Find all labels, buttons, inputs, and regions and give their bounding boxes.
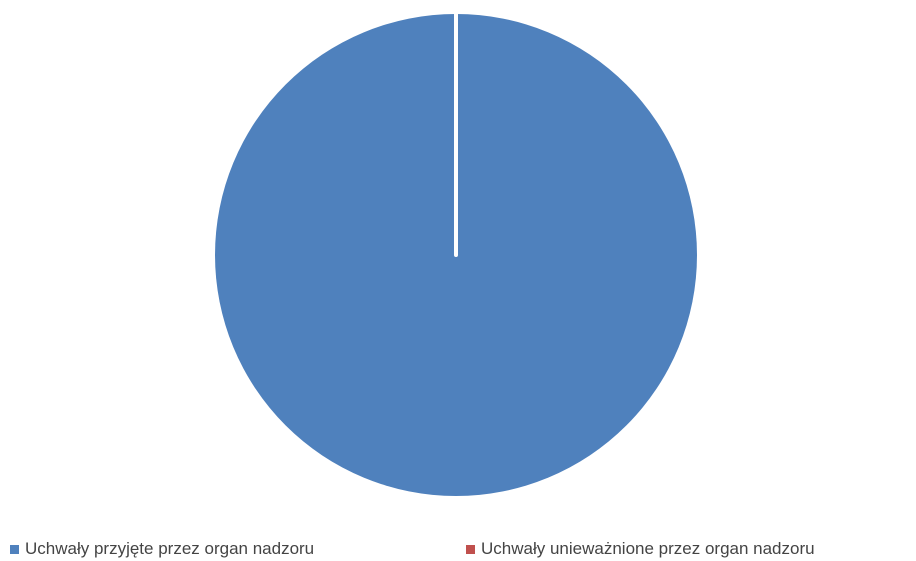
legend-item-annulled: Uchwały unieważnione przez organ nadzoru: [466, 538, 815, 560]
legend-swatch-accepted: [10, 545, 19, 554]
legend-label-accepted: Uchwały przyjęte przez organ nadzoru: [25, 538, 314, 560]
pie-chart: [0, 0, 916, 510]
legend-label-annulled: Uchwały unieważnione przez organ nadzoru: [481, 538, 815, 560]
legend-swatch-annulled: [466, 545, 475, 554]
chart-legend: Uchwały przyjęte przez organ nadzoru Uch…: [0, 538, 916, 560]
legend-item-accepted: Uchwały przyjęte przez organ nadzoru: [10, 538, 314, 560]
pie-chart-svg: [0, 0, 916, 510]
